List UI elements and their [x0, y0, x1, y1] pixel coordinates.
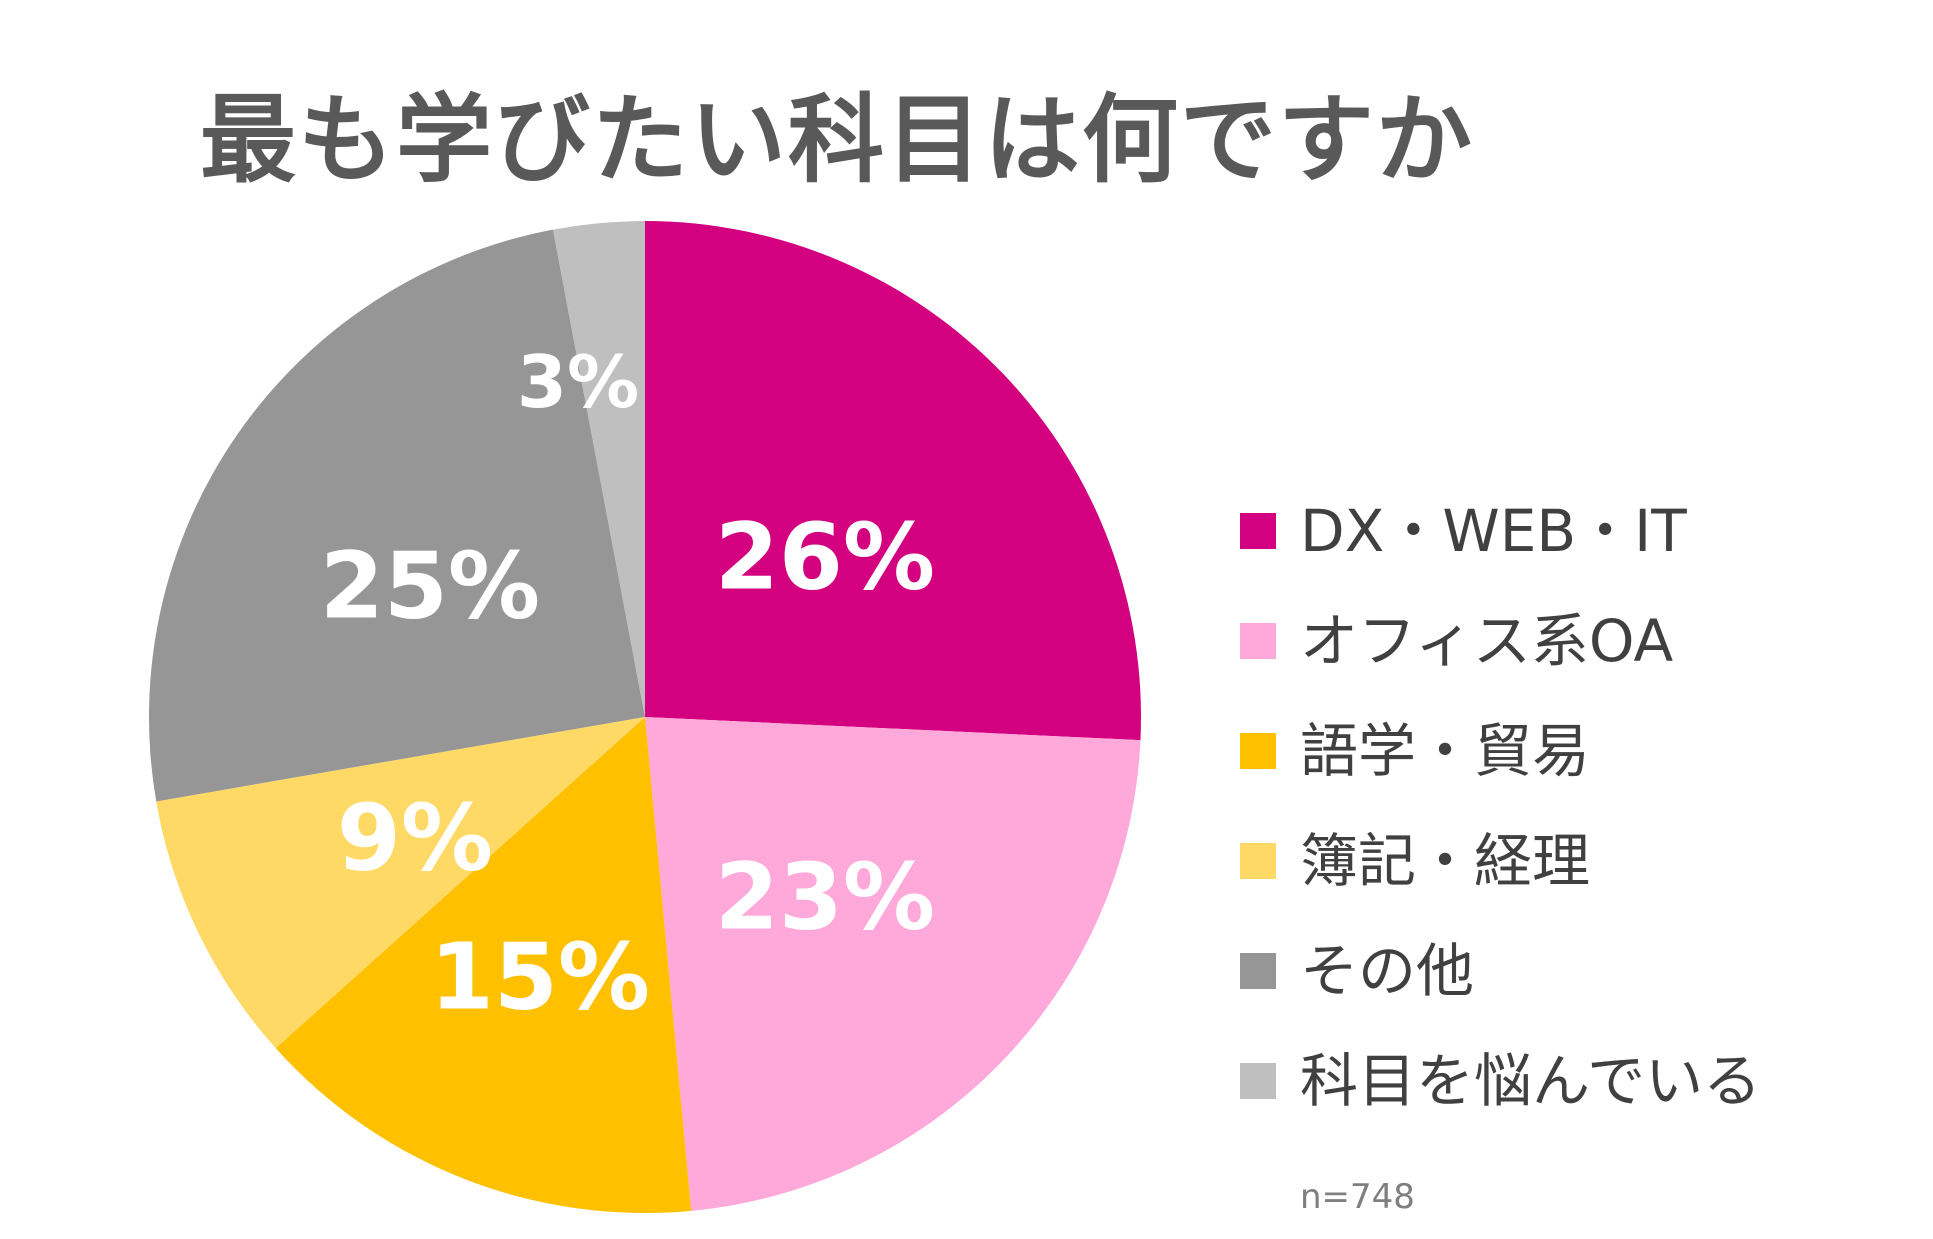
- slice-percent-label: 3%: [517, 340, 639, 424]
- chart-title: 最も学びたい科目は何ですか: [200, 84, 1474, 196]
- legend-swatch: [1240, 623, 1276, 659]
- slice-percent-label: 9%: [337, 785, 493, 892]
- legend-swatch: [1240, 953, 1276, 989]
- pie-slice: [156, 717, 646, 1049]
- sample-size-note: n=748: [1300, 1177, 1415, 1217]
- slice-percent-label: 25%: [320, 533, 540, 640]
- legend-item: 簿記・経理: [1240, 806, 1761, 916]
- legend-item: 語学・貿易: [1240, 696, 1761, 806]
- legend-label: 語学・貿易: [1300, 717, 1591, 785]
- slice-percent-label: 26%: [715, 504, 935, 611]
- legend-swatch: [1240, 513, 1276, 549]
- legend-item: その他: [1240, 916, 1761, 1026]
- legend-label: DX・WEB・IT: [1300, 497, 1687, 565]
- legend-label: オフィス系OA: [1300, 607, 1674, 675]
- legend-label: 簿記・経理: [1300, 827, 1591, 895]
- pie-slice: [275, 717, 692, 1213]
- slice-percent-label: 15%: [430, 924, 650, 1031]
- legend-label: その他: [1300, 937, 1475, 1005]
- legend-item: 科目を悩んでいる: [1240, 1026, 1761, 1136]
- pie-slice: [552, 221, 645, 717]
- legend-item: DX・WEB・IT: [1240, 476, 1761, 586]
- chart-legend: DX・WEB・IT オフィス系OA 語学・貿易簿記・経理その他科目を悩んでいる: [1240, 476, 1761, 1136]
- legend-swatch: [1240, 1063, 1276, 1099]
- slice-percent-label: 23%: [715, 844, 935, 951]
- pie-slice: [148, 229, 645, 802]
- legend-item: オフィス系OA: [1240, 586, 1761, 696]
- pie-slice: [645, 717, 1141, 1211]
- legend-label: 科目を悩んでいる: [1300, 1047, 1762, 1115]
- pie-slice: [645, 221, 1141, 741]
- legend-swatch: [1240, 843, 1276, 879]
- legend-swatch: [1240, 733, 1276, 769]
